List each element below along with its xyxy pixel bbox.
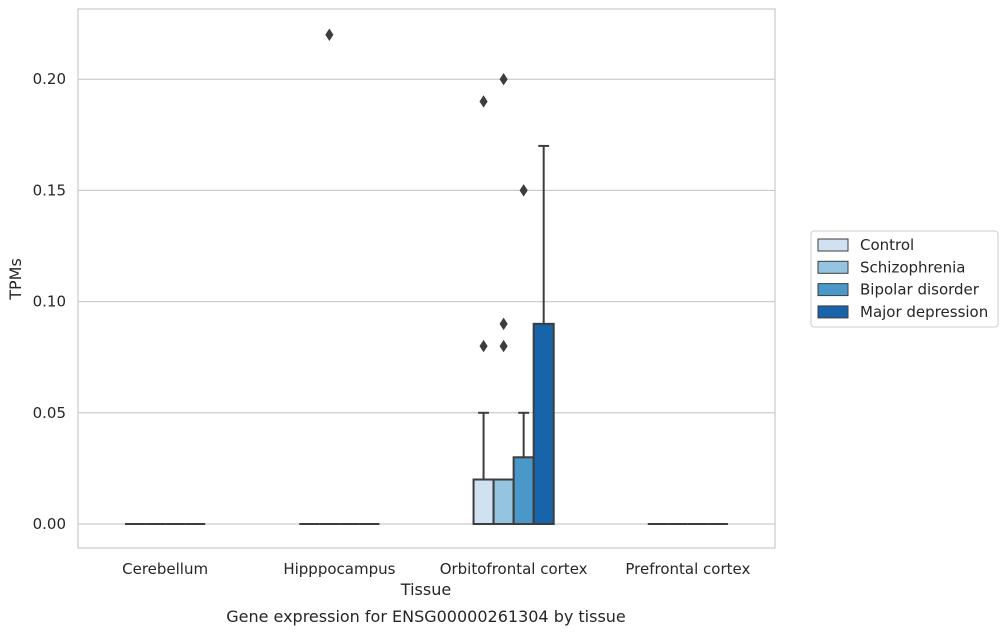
legend-item: Major depression bbox=[817, 303, 988, 321]
outlier-point bbox=[519, 184, 528, 197]
y-tick-label: 0.00 bbox=[33, 515, 66, 533]
y-axis-label: TPMs bbox=[6, 258, 25, 301]
outlier-point bbox=[325, 28, 334, 41]
outlier-point bbox=[479, 339, 488, 353]
grid-lines bbox=[78, 78, 775, 525]
legend-item: Schizophrenia bbox=[817, 258, 965, 276]
y-tick-label: 0.20 bbox=[33, 70, 66, 88]
box-2-1 bbox=[492, 72, 515, 525]
legend-swatch bbox=[817, 260, 849, 274]
x-tick-label: Prefrontal cortex bbox=[625, 560, 750, 578]
legend-swatch bbox=[817, 283, 849, 297]
box-plot-area bbox=[125, 28, 728, 525]
legend-label: Control bbox=[860, 236, 914, 254]
box-body bbox=[532, 322, 555, 525]
chart-caption: Gene expression for ENSG00000261304 by t… bbox=[226, 607, 626, 626]
legend-label: Schizophrenia bbox=[860, 258, 965, 276]
legend-swatch bbox=[817, 238, 849, 252]
legend-label: Bipolar disorder bbox=[860, 281, 980, 299]
y-tick-label: 0.05 bbox=[33, 404, 66, 422]
legend-items: Control Schizophrenia Bipolar disorder Majo… bbox=[817, 236, 988, 321]
box-body bbox=[472, 478, 495, 525]
box-1-1 bbox=[319, 28, 340, 525]
outlier-point bbox=[499, 72, 508, 86]
plot-frame bbox=[77, 8, 776, 549]
legend-swatch bbox=[817, 305, 849, 319]
outlier-point bbox=[499, 339, 508, 353]
legend-item: Control bbox=[817, 236, 914, 254]
box-2-2 bbox=[512, 184, 535, 525]
box-2-3 bbox=[532, 144, 555, 525]
box-body bbox=[492, 478, 515, 525]
x-tick-labels: Cerebellum Hipppocampus Orbitofrontal cort… bbox=[122, 560, 750, 578]
legend: Control Schizophrenia Bipolar disorder Majo… bbox=[810, 230, 999, 328]
x-tick-label: Hipppocampus bbox=[283, 560, 395, 578]
legend-item: Bipolar disorder bbox=[817, 281, 980, 299]
y-tick-labels: 0.00 0.05 0.10 0.15 0.20 bbox=[33, 70, 66, 533]
outlier-point bbox=[479, 95, 488, 108]
legend-label: Major depression bbox=[860, 303, 988, 321]
box-2-0 bbox=[472, 95, 495, 525]
outlier-point bbox=[499, 317, 508, 331]
y-tick-label: 0.15 bbox=[33, 181, 66, 199]
y-tick-label: 0.10 bbox=[33, 293, 66, 311]
box-body bbox=[512, 456, 535, 525]
legend-frame bbox=[810, 230, 999, 328]
x-tick-label: Cerebellum bbox=[122, 560, 208, 578]
x-axis-label: Tissue bbox=[400, 580, 451, 599]
x-tick-label: Orbitofrontal cortex bbox=[440, 560, 588, 578]
